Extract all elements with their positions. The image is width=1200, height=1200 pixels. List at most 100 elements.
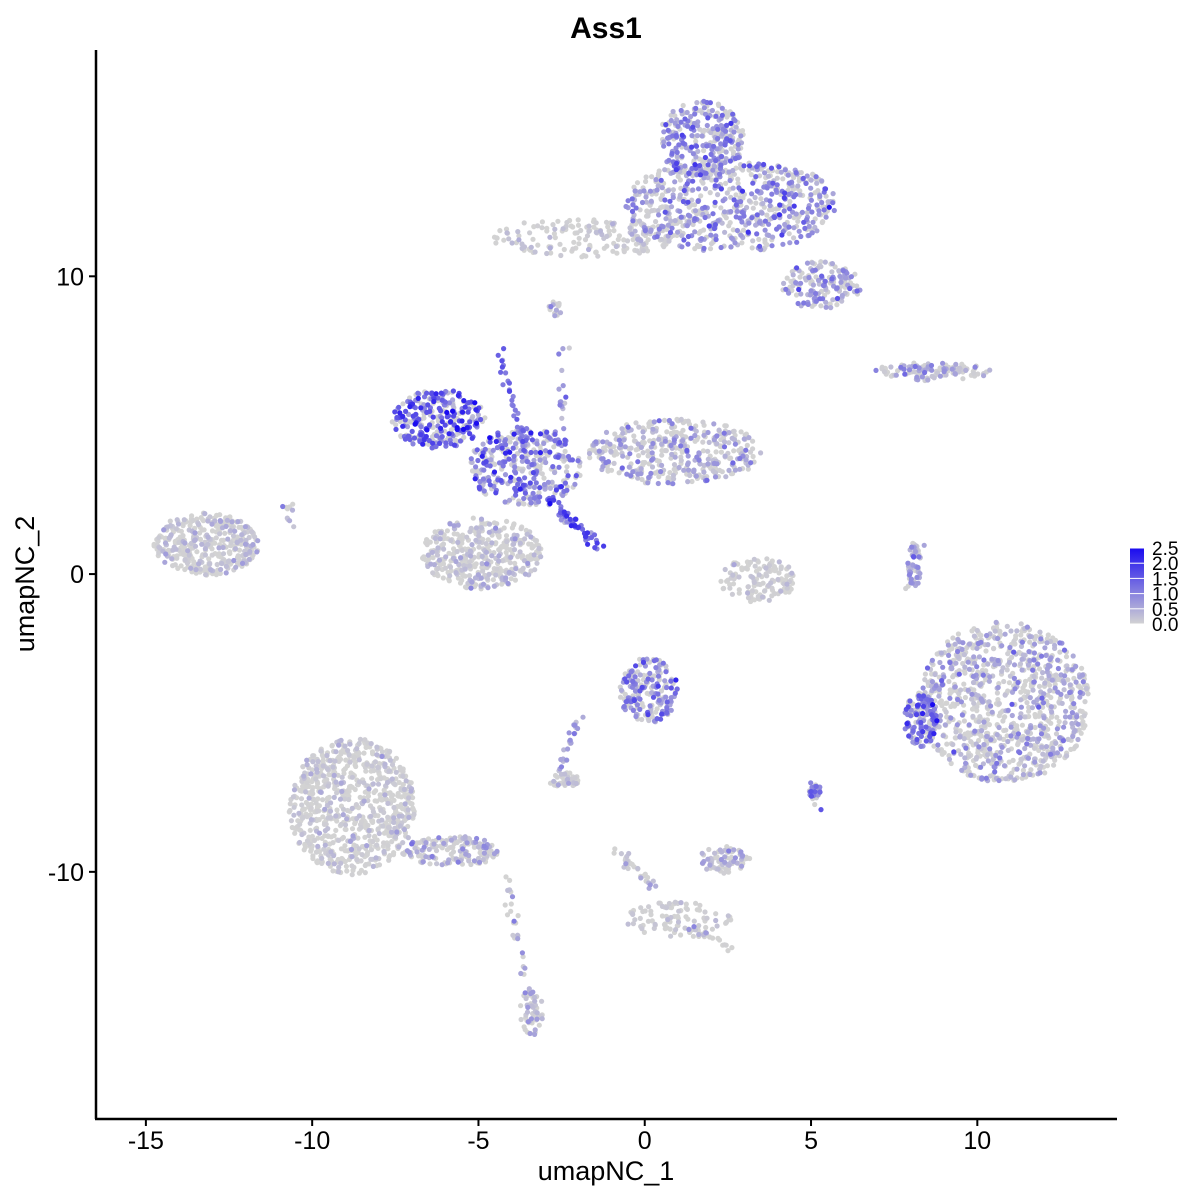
cell-point <box>365 793 371 799</box>
cell-point <box>427 861 433 867</box>
cell-point <box>713 911 719 917</box>
cell-point <box>362 870 368 876</box>
cell-point <box>390 792 396 798</box>
cell-point <box>580 714 586 720</box>
cell-point <box>639 926 645 932</box>
cell-point <box>999 668 1005 674</box>
cell-point <box>391 804 397 811</box>
cell-point <box>1073 679 1079 685</box>
cell-point <box>965 687 971 693</box>
cell-point <box>327 808 334 814</box>
cell-point <box>255 538 261 544</box>
cell-point <box>715 101 722 107</box>
cell-point <box>719 469 725 475</box>
cell-point <box>736 128 742 134</box>
cell-point <box>830 297 836 303</box>
cell-point <box>711 421 717 427</box>
cell-point <box>715 866 721 872</box>
cell-point <box>766 232 772 238</box>
cell-point <box>744 442 750 448</box>
cell-point <box>818 303 824 309</box>
cell-point <box>617 694 624 700</box>
cell-point <box>317 789 323 795</box>
cell-point <box>1011 638 1017 644</box>
cell-point <box>739 863 745 869</box>
cell-point <box>1005 747 1011 754</box>
cell-point <box>320 758 326 764</box>
cell-point <box>206 556 212 562</box>
cell-point <box>721 439 728 445</box>
scatter-points <box>151 98 1091 1037</box>
cell-point <box>681 467 687 473</box>
cell-point <box>1041 715 1047 721</box>
cell-point <box>787 240 793 246</box>
cell-point <box>1020 767 1026 774</box>
cell-point <box>428 561 434 567</box>
cell-point <box>493 572 499 578</box>
cell-point <box>209 521 215 527</box>
cell-point <box>727 585 733 591</box>
cell-point <box>1067 682 1073 688</box>
cell-point <box>387 853 393 859</box>
cell-point <box>385 842 391 849</box>
cell-point <box>356 740 362 747</box>
cell-point <box>955 631 962 637</box>
cell-point <box>510 541 517 547</box>
cell-point <box>699 860 706 866</box>
cell-point <box>1006 659 1013 666</box>
cell-point <box>696 931 702 938</box>
cell-point <box>382 761 388 767</box>
cell-point <box>829 269 835 275</box>
cell-point <box>616 233 623 239</box>
cell-point <box>239 560 246 567</box>
cell-point <box>680 102 686 109</box>
cell-point <box>174 555 180 561</box>
cell-point <box>693 473 699 479</box>
cell-point <box>314 766 320 773</box>
cell-point <box>626 850 632 857</box>
cell-point <box>426 846 432 853</box>
cell-point <box>190 517 196 524</box>
cell-point <box>464 585 470 591</box>
cell-point <box>505 887 511 894</box>
cell-point <box>185 548 191 554</box>
cell-point <box>192 543 199 549</box>
cell-point <box>732 467 739 473</box>
cell-point <box>672 218 678 224</box>
cell-point <box>937 659 943 666</box>
cell-point <box>722 942 728 948</box>
cell-point <box>291 812 297 818</box>
cell-point <box>981 719 987 725</box>
cell-point <box>387 748 393 755</box>
cell-point <box>730 572 736 578</box>
cell-point <box>717 847 723 853</box>
cell-point <box>747 449 754 455</box>
cell-point <box>962 755 968 761</box>
cell-point <box>433 848 440 854</box>
cell-point <box>1047 663 1053 669</box>
cell-point <box>729 945 735 951</box>
cell-point <box>646 717 652 724</box>
cell-point <box>205 534 211 540</box>
cell-point <box>517 549 523 555</box>
cell-point <box>693 900 699 906</box>
cell-point <box>1003 727 1009 733</box>
cell-point <box>702 909 708 915</box>
cell-point <box>575 222 582 228</box>
cell-point <box>343 863 349 869</box>
cell-point <box>299 802 305 808</box>
cell-point <box>700 419 706 425</box>
cell-point <box>961 652 968 658</box>
cell-point <box>473 537 479 543</box>
cell-point <box>309 788 315 794</box>
cell-point <box>664 429 670 435</box>
cell-point <box>406 814 412 821</box>
cell-point <box>199 527 205 533</box>
cell-point <box>315 843 321 850</box>
cell-point <box>448 537 454 544</box>
cell-point <box>470 515 476 521</box>
cell-point <box>512 560 518 566</box>
cell-point <box>481 850 487 856</box>
cell-point <box>362 834 368 840</box>
cell-point <box>630 911 636 918</box>
